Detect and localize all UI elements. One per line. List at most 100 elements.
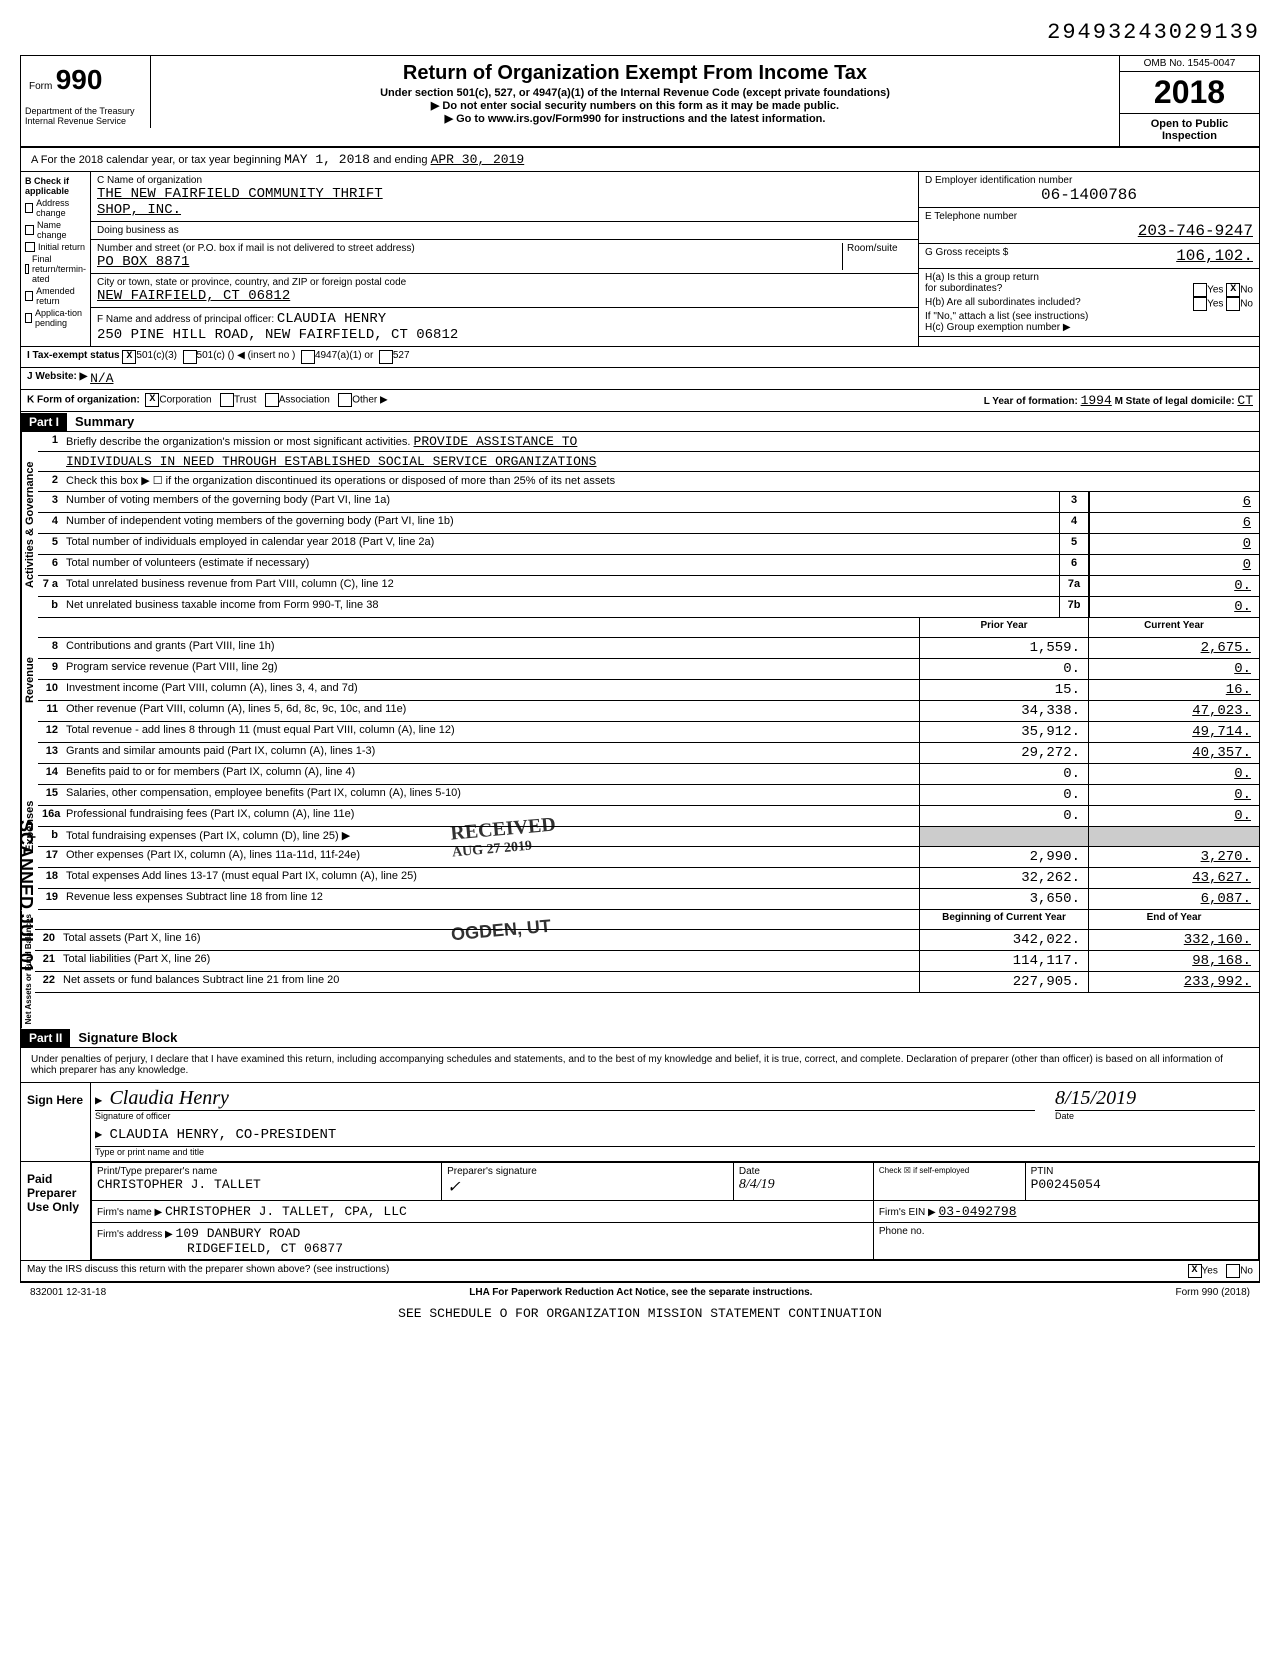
ssn-note: ▶ Do not enter social security numbers o… <box>161 99 1109 112</box>
expenses-section: Expenses 13Grants and similar amounts pa… <box>21 743 1259 910</box>
trust-box[interactable] <box>220 393 234 407</box>
exp-19-prior: 3,650. <box>919 889 1089 909</box>
paid-preparer-row: Paid Preparer Use Only Print/Type prepar… <box>21 1162 1259 1261</box>
hb-yes-box[interactable] <box>1193 297 1207 311</box>
inspection: Inspection <box>1124 130 1255 142</box>
firm-ein: 03-0492798 <box>938 1204 1016 1219</box>
part1-title: Summary <box>67 412 142 431</box>
exp-15-num: 15 <box>38 785 62 805</box>
schedule-note: SEE SCHEDULE O FOR ORGANIZATION MISSION … <box>20 1302 1260 1325</box>
city-value: NEW FAIRFIELD, CT 06812 <box>97 288 912 304</box>
rev-10-desc: Investment income (Part VIII, column (A)… <box>62 680 919 700</box>
gross-receipts-cell: G Gross receipts $ 106,102. <box>919 244 1259 269</box>
part1-header-row: Part I Summary <box>21 412 1259 432</box>
check-final[interactable] <box>25 264 29 274</box>
rev-9-num: 9 <box>38 659 62 679</box>
rev-9-prior: 0. <box>919 659 1089 679</box>
exp-16b-prior-grey <box>919 827 1089 846</box>
check-amended-label: Amended return <box>36 286 86 306</box>
exp-14-prior: 0. <box>919 764 1089 784</box>
na-22-prior: 227,905. <box>919 972 1089 992</box>
gov-7b-desc: Net unrelated business taxable income fr… <box>62 597 1059 617</box>
page-tracking-number: 29493243029139 <box>20 20 1260 45</box>
street-value: PO BOX 8871 <box>97 254 842 270</box>
header-right: OMB No. 1545-0047 2018 Open to Public In… <box>1119 56 1259 146</box>
date-label: Date <box>1055 1111 1255 1121</box>
footer-lha: LHA For Paperwork Reduction Act Notice, … <box>469 1287 812 1298</box>
ha-yes: Yes <box>1207 285 1223 296</box>
part2-title: Signature Block <box>70 1028 185 1047</box>
hb-no-box[interactable] <box>1226 297 1240 311</box>
officer-signature-line[interactable]: ▶ Claudia Henry <box>95 1087 1035 1111</box>
exp-13-current: 40,357. <box>1089 743 1259 763</box>
check-application[interactable] <box>25 313 32 323</box>
501c-insert: ) ◀ (insert no ) <box>231 350 295 364</box>
sign-here-row: Sign Here ▶ Claudia Henry Signature of o… <box>21 1083 1259 1162</box>
check-amended[interactable] <box>25 291 33 301</box>
check-initial[interactable] <box>25 242 35 252</box>
exp-18-num: 18 <box>38 868 62 888</box>
prep-date: 8/4/19 <box>739 1177 868 1193</box>
other-box[interactable] <box>338 393 352 407</box>
discuss-yes-box[interactable]: X <box>1188 1264 1202 1278</box>
rev-10-prior: 15. <box>919 680 1089 700</box>
exp-13-prior: 29,272. <box>919 743 1089 763</box>
name-address-column: C Name of organization THE NEW FAIRFIELD… <box>91 172 919 346</box>
line-a-mid: and ending <box>373 154 427 166</box>
org-name-2: SHOP, INC. <box>97 202 912 218</box>
preparer-table: Print/Type preparer's nameCHRISTOPHER J.… <box>91 1162 1259 1260</box>
section-g-label: G Gross receipts $ <box>925 247 1008 265</box>
exp-13-num: 13 <box>38 743 62 763</box>
sign-date: 8/15/2019 <box>1055 1087 1255 1111</box>
section-j-label: J Website: ▶ <box>27 371 87 386</box>
na-21-prior: 114,117. <box>919 951 1089 971</box>
corp-box[interactable]: X <box>145 393 159 407</box>
revenue-label: Revenue <box>21 618 38 743</box>
527-box[interactable] <box>379 350 393 364</box>
tax-year: 2018 <box>1120 72 1259 114</box>
sched-text: SEE SCHEDULE O FOR ORGANIZATION MISSION … <box>398 1306 882 1321</box>
501c3-box[interactable]: X <box>122 350 136 364</box>
line-a-prefix: A For the 2018 calendar year, or tax yea… <box>31 154 281 166</box>
sign-content: ▶ Claudia Henry Signature of officer 8/1… <box>91 1083 1259 1161</box>
rev-9-desc: Program service revenue (Part VIII, line… <box>62 659 919 679</box>
na-20-prior: 342,022. <box>919 930 1089 950</box>
firm-name: CHRISTOPHER J. TALLET, CPA, LLC <box>165 1204 407 1219</box>
room-suite-label: Room/suite <box>842 243 912 270</box>
501c-box[interactable] <box>183 350 197 364</box>
footer-form: Form 990 (2018) <box>1176 1287 1250 1298</box>
gov-2-desc: Check this box ▶ ☐ if the organization d… <box>62 472 1259 491</box>
ha-yes-box[interactable] <box>1193 283 1207 297</box>
firm-name-label: Firm's name ▶ <box>97 1207 162 1218</box>
na-22-current: 233,992. <box>1089 972 1259 992</box>
sign-here-label: Sign Here <box>21 1083 91 1161</box>
gov-7a-desc: Total unrelated business revenue from Pa… <box>62 576 1059 596</box>
gov-6-desc: Total number of volunteers (estimate if … <box>62 555 1059 575</box>
exp-16a-current: 0. <box>1089 806 1259 826</box>
exp-14-desc: Benefits paid to or for members (Part IX… <box>62 764 919 784</box>
prep-date-label: Date <box>739 1166 868 1177</box>
formation-year: 1994 <box>1081 393 1112 408</box>
gov-6-val: 0 <box>1089 555 1259 575</box>
domicile-state: CT <box>1237 393 1253 408</box>
open-public: Open to Public <box>1124 118 1255 130</box>
check-address[interactable] <box>25 203 33 213</box>
identification-section: B Check if applicable Address change Nam… <box>21 172 1259 347</box>
other-label: Other ▶ <box>352 395 387 406</box>
exp-14-num: 14 <box>38 764 62 784</box>
ha-no-box[interactable]: X <box>1226 283 1240 297</box>
check-name[interactable] <box>25 225 34 235</box>
501c3-label: 501(c)(3) <box>136 350 177 364</box>
mission-text-2: INDIVIDUALS IN NEED THROUGH ESTABLISHED … <box>66 454 597 469</box>
netassets-section: Net Assets or Fund Balances Beginning of… <box>21 910 1259 1028</box>
check-final-label: Final return/termin-ated <box>32 254 86 284</box>
rev-8-desc: Contributions and grants (Part VIII, lin… <box>62 638 919 658</box>
gov-1-label: Briefly describe the organization's miss… <box>66 436 410 448</box>
firm-ein-label: Firm's EIN ▶ <box>879 1207 936 1218</box>
phone-cell: E Telephone number 203-746-9247 <box>919 208 1259 244</box>
4947-box[interactable] <box>301 350 315 364</box>
discuss-no-box[interactable] <box>1226 1264 1240 1278</box>
tax-year-begin: MAY 1, 2018 <box>284 152 370 167</box>
assoc-box[interactable] <box>265 393 279 407</box>
end-year-header: End of Year <box>1089 910 1259 929</box>
